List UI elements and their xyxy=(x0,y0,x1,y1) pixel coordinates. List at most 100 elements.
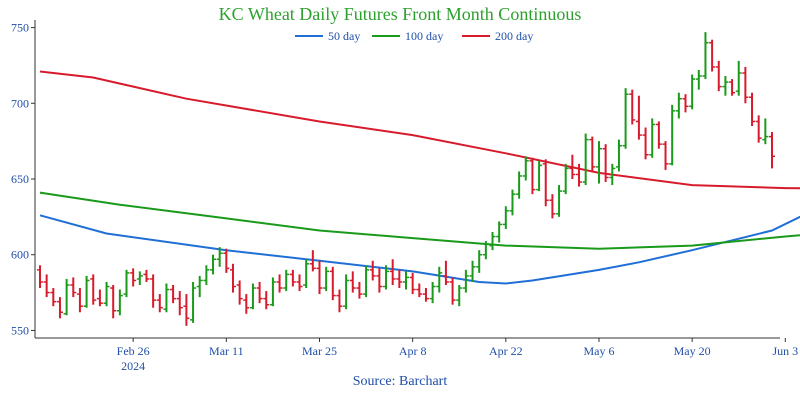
ohlc-bar xyxy=(76,288,83,313)
ohlc-bar xyxy=(176,291,183,316)
series-line-100-day xyxy=(39,191,800,250)
ohlc-bar xyxy=(369,260,376,281)
ohlc-bar xyxy=(709,39,716,72)
ohlc-bar xyxy=(183,294,190,326)
ohlc-bar xyxy=(609,163,616,186)
ohlc-bar xyxy=(562,163,569,195)
ohlc-bar xyxy=(442,260,449,285)
ohlc-bar xyxy=(356,281,363,299)
ohlc-bar xyxy=(329,266,336,301)
ohlc-bar xyxy=(469,260,476,282)
ohlc-bar xyxy=(136,271,143,285)
ohlc-bar xyxy=(216,247,223,267)
ohlc-bar xyxy=(589,136,596,172)
ohlc-bar xyxy=(715,60,722,92)
ohlc-bar xyxy=(622,88,629,149)
x-tick-label: May 20 xyxy=(674,344,711,358)
y-tick-label: 650 xyxy=(11,172,29,186)
ohlc-bar xyxy=(163,283,170,313)
ohlc-bar xyxy=(642,127,649,160)
ohlc-bar xyxy=(56,297,63,319)
ohlc-bar xyxy=(522,156,529,181)
ohlc-bar xyxy=(123,269,130,298)
ohlc-bar xyxy=(96,289,103,307)
legend-label: 100 day xyxy=(405,29,443,43)
ohlc-bar xyxy=(349,271,356,293)
y-tick-label: 550 xyxy=(11,323,29,337)
legend-label: 200 day xyxy=(495,29,533,43)
ohlc-bar xyxy=(682,94,689,113)
ohlc-bar xyxy=(336,289,343,313)
ohlc-bar xyxy=(769,132,775,169)
y-tick-label: 750 xyxy=(11,21,29,35)
ohlc-bar xyxy=(409,272,416,295)
ohlc-bar xyxy=(309,250,316,272)
ohlc-bar xyxy=(37,265,43,289)
ohlc-bar xyxy=(582,133,589,186)
ohlc-bar xyxy=(729,79,736,96)
ohlc-bar xyxy=(103,281,110,307)
ohlc-bar xyxy=(549,194,556,219)
ohlc-bar xyxy=(296,274,303,292)
ohlc-bar xyxy=(649,118,656,158)
ohlc-bar xyxy=(536,160,543,192)
ohlc-bar xyxy=(143,269,150,282)
ohlc-bar xyxy=(655,121,662,149)
ohlc-bar xyxy=(462,269,469,293)
ohlc-bar xyxy=(416,283,423,298)
chart-title: KC Wheat Daily Futures Front Month Conti… xyxy=(218,4,582,24)
x-tick-label: Jun 3 xyxy=(772,344,798,358)
ohlc-bar xyxy=(90,274,97,305)
ohlc-bar xyxy=(376,268,383,293)
ohlc-bar xyxy=(602,144,609,183)
x-tick-label: Feb 26 xyxy=(117,344,150,358)
ohlc-bar xyxy=(269,277,276,307)
ohlc-bar xyxy=(43,274,50,298)
ohlc-bar xyxy=(110,285,117,319)
ohlc-bar xyxy=(323,266,330,292)
ohlc-bar xyxy=(735,60,742,96)
ohlc-bar xyxy=(576,163,583,187)
ohlc-bar xyxy=(263,291,270,310)
ohlc-bar xyxy=(675,92,682,119)
ohlc-bar xyxy=(482,241,489,260)
x-tick-label: May 6 xyxy=(583,344,614,358)
ohlc-bar xyxy=(529,157,536,195)
ohlc-bar xyxy=(116,289,123,316)
ohlc-bar xyxy=(229,263,236,293)
ohlc-bar xyxy=(190,281,197,323)
ohlc-bar xyxy=(203,265,210,285)
ohlc-bar xyxy=(303,259,310,289)
ohlc-bar xyxy=(383,265,390,290)
ohlc-bar xyxy=(363,265,370,298)
ohlc-bar xyxy=(556,185,563,217)
ohlc-bar xyxy=(70,277,77,298)
ohlc-bar xyxy=(456,285,463,307)
ohlc-bar xyxy=(722,76,729,96)
ohlc-bar xyxy=(542,159,549,207)
ohlc-bar xyxy=(389,259,396,285)
ohlc-bar xyxy=(243,294,250,314)
ohlc-bar xyxy=(396,269,403,289)
ohlc-bar xyxy=(256,281,263,304)
ohlc-bar xyxy=(249,283,256,310)
ohlc-bar xyxy=(316,260,323,295)
legend-label: 50 day xyxy=(328,29,360,43)
ohlc-bar xyxy=(210,254,217,275)
ohlc-bar xyxy=(289,269,296,287)
y-tick-label: 600 xyxy=(11,248,29,262)
ohlc-bar xyxy=(50,288,57,307)
ohlc-bar xyxy=(569,154,576,179)
ohlc-bar xyxy=(476,250,483,273)
ohlc-bar xyxy=(662,141,669,170)
x-tick-label: Mar 11 xyxy=(209,344,244,358)
ohlc-bar xyxy=(489,232,496,251)
ohlc-bar xyxy=(436,266,443,293)
ohlc-bar xyxy=(615,139,622,172)
ohlc-bar xyxy=(669,104,676,166)
ohlc-bar xyxy=(702,32,709,80)
ohlc-bar xyxy=(83,275,90,308)
ohlc-bar xyxy=(595,141,602,184)
